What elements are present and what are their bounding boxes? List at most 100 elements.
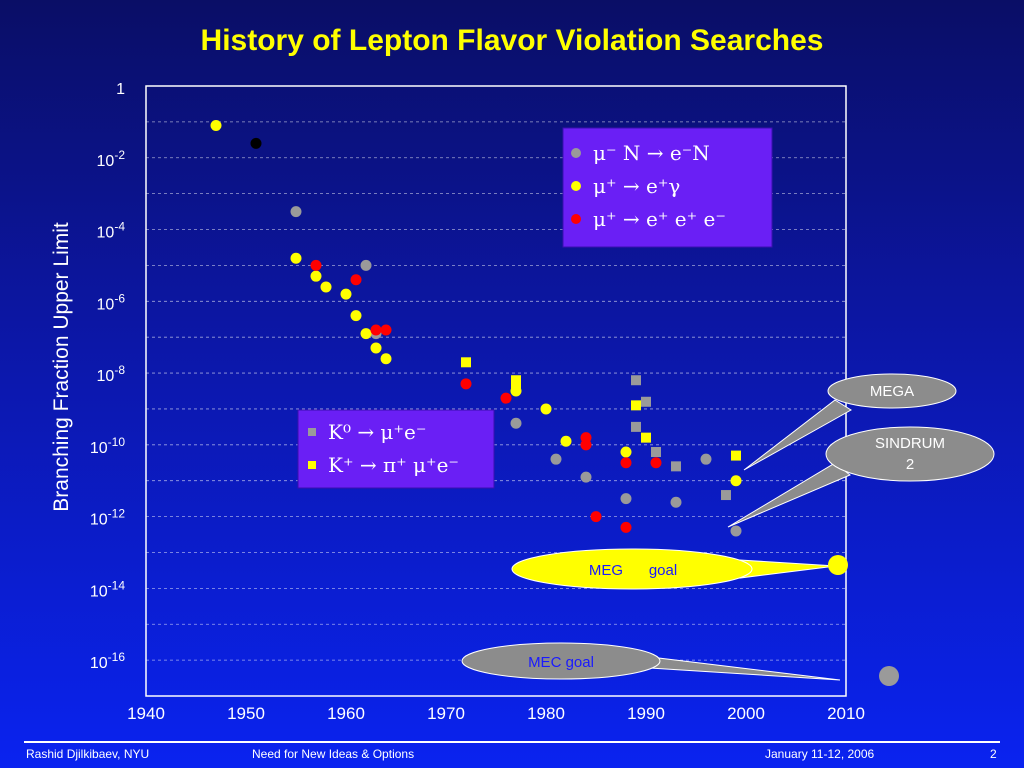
mec-callout-label: MEC goal (528, 654, 594, 671)
mu_eee-point (380, 324, 392, 336)
y-tick-label: 10-4 (97, 220, 126, 242)
Kplus-point (731, 450, 741, 461)
mu_N_eN-point (620, 493, 632, 505)
legend-marker (571, 181, 581, 191)
data-points (210, 119, 742, 537)
mu_eee-point (580, 439, 592, 451)
grid-lines (146, 121, 846, 661)
mu_eee-point (310, 259, 322, 271)
mu_eee-point (350, 274, 362, 286)
footer-author: Rashid Djilkibaev, NYU (26, 747, 150, 761)
mu_egamma-point (290, 252, 302, 264)
legend-marker (571, 148, 581, 158)
mec-goal-point (879, 666, 899, 686)
mu_eee-point (620, 521, 632, 533)
y-tick-label: 10-2 (97, 148, 126, 170)
sindrum-callout-label: SINDRUM (875, 435, 945, 452)
mu_eee-point (370, 324, 382, 336)
K0-point (721, 490, 731, 501)
meg-callout-bubble (511, 548, 753, 590)
mu_egamma-point (560, 435, 572, 447)
slide-title: History of Lepton Flavor Violation Searc… (200, 24, 824, 57)
mu_N_eN-point (580, 471, 592, 483)
mu_N_eN-point (550, 453, 562, 465)
mu_egamma-point (320, 281, 332, 293)
sindrum-callout-pointer (727, 462, 851, 528)
mu_N_eN-point (290, 206, 302, 218)
mu_N_eN-point (510, 417, 522, 429)
x-tick-label: 1990 (627, 704, 665, 723)
legend-marker (308, 461, 316, 469)
mu_egamma-point (350, 310, 362, 322)
mu_N_eN-point (700, 453, 712, 465)
Kplus-point (641, 432, 651, 443)
mec-callout-pointer (649, 656, 841, 681)
y-tick-label: 10-16 (90, 650, 125, 672)
y-axis-label: Branching Fraction Upper Limit (50, 222, 73, 512)
mu_N_eN-point (360, 259, 372, 271)
legend-entry-label: μ⁻ N → e⁻N (593, 141, 710, 165)
mu_N_eN-point (670, 496, 682, 508)
footer-date: January 11-12, 2006 (765, 747, 875, 761)
x-tick-label: 2000 (727, 704, 765, 723)
meg-callout-pointer (739, 559, 837, 579)
K0-point (671, 461, 681, 472)
K0-point (631, 421, 641, 432)
legend-squares: K⁰ → μ⁺e⁻ K⁺ → π⁺ μ⁺e⁻ (297, 409, 495, 489)
K0-point (641, 396, 651, 407)
legend-marker (308, 428, 316, 436)
mega-callout-bubble (827, 373, 957, 409)
Kplus-point (511, 375, 521, 386)
y-tick-label: 10-8 (97, 363, 126, 385)
x-tick-label: 1980 (527, 704, 565, 723)
mu_egamma-point (370, 342, 382, 354)
mu_egamma-point (310, 270, 322, 282)
meg-callout-label: MEG (589, 562, 623, 579)
x-tick-label: 1960 (327, 704, 365, 723)
legend-circles: μ⁻ N → e⁻N μ⁺ → e⁺γ μ⁺ → e⁺ e⁺ e⁻ (562, 127, 773, 248)
mu_eee-point (590, 511, 602, 523)
mu_N_eN-point (730, 525, 742, 537)
mega-callout-pointer (743, 399, 852, 471)
legend-marker (571, 214, 581, 224)
legend-entry-label: K⁰ → μ⁺e⁻ (328, 420, 426, 444)
footer-page-number: 2 (990, 747, 997, 761)
x-tick-label: 2010 (827, 704, 865, 723)
y-axis-label-group: Branching Fraction Upper Limit (50, 222, 73, 512)
meg-callout-label-line2: goal (649, 562, 677, 579)
y-tick-label: 10-6 (97, 291, 126, 313)
mu_egamma-point (360, 328, 372, 340)
legend-entry-label: μ⁺ → e⁺γ (593, 174, 680, 198)
x-tick-label: 1970 (427, 704, 465, 723)
mu_eee-point (460, 378, 472, 390)
mu_eee-point (650, 457, 662, 469)
Kplus-point (631, 400, 641, 411)
mu_egamma-point (620, 446, 632, 458)
mu_egamma-point (340, 288, 352, 300)
mu_eee-point (500, 392, 512, 404)
y-tick-label: 10-14 (90, 578, 125, 600)
Kplus-point (461, 357, 471, 368)
mu_egamma-point (540, 403, 552, 415)
footer-topic: Need for New Ideas & Options (252, 747, 415, 761)
lfv-chart: 1 10-2 10-4 10-6 10-8 10-10 10-12 10-14 10-16 19… (50, 81, 995, 723)
mu_egamma-point (730, 475, 742, 487)
footer-divider (24, 741, 1000, 743)
mega-callout-label: MEGA (870, 383, 914, 400)
meg-goal-point (828, 555, 848, 575)
x-tick-labels: 1940 1950 1960 1970 1980 1990 2000 2010 (127, 704, 865, 723)
legend-entry-label: μ⁺ → e⁺ e⁺ e⁻ (593, 207, 726, 231)
mec-callout-bubble (461, 642, 661, 680)
y-tick-label: 10-12 (90, 507, 125, 529)
sindrum-callout-label-line2: 2 (906, 456, 914, 473)
legend-entry-label: K⁺ → π⁺ μ⁺e⁻ (328, 453, 459, 477)
annotations: MEGA SINDRUM 2 MEG goal MEC goal (461, 373, 995, 686)
y-tick-label: 10-10 (90, 435, 125, 457)
sindrum-callout-bubble (825, 426, 995, 482)
mu_eee-point (620, 457, 632, 469)
mu_egamma-point (210, 119, 222, 131)
y-tick-labels: 1 10-2 10-4 10-6 10-8 10-10 10-12 10-14 10-16 (90, 81, 125, 672)
K0-point (651, 447, 661, 457)
x-tick-label: 1950 (227, 704, 265, 723)
x-tick-label: 1940 (127, 704, 165, 723)
